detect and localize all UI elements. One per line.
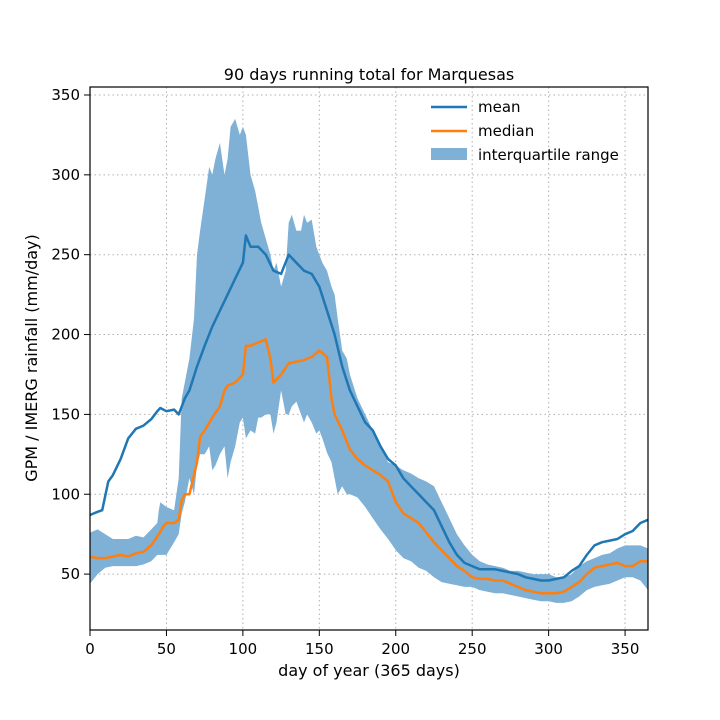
y-tick-label: 50 xyxy=(61,565,80,583)
x-tick-label: 50 xyxy=(157,640,176,658)
x-tick-label: 250 xyxy=(458,640,487,658)
x-tick-label: 300 xyxy=(534,640,563,658)
y-tick-label: 250 xyxy=(51,246,80,264)
y-axis-ticks: 50 100 150 200 250 300 350 xyxy=(51,86,90,583)
x-tick-label: 200 xyxy=(381,640,410,658)
x-axis-label: day of year (365 days) xyxy=(278,661,460,680)
y-tick-label: 350 xyxy=(51,86,80,104)
legend-iqr-label: interquartile range xyxy=(478,146,619,164)
mean-line xyxy=(89,234,649,582)
iqr-band-group xyxy=(90,118,648,603)
legend: mean median interquartile range xyxy=(431,98,619,164)
legend-median-label: median xyxy=(478,122,534,140)
median-line xyxy=(89,338,648,595)
chart-title: 90 days running total for Marquesas xyxy=(224,65,514,84)
x-tick-label: 100 xyxy=(229,640,258,658)
legend-mean-label: mean xyxy=(478,98,521,116)
x-axis-ticks: 0 50 100 150 200 250 300 350 xyxy=(85,630,639,658)
x-tick-label: 350 xyxy=(611,640,640,658)
series-lines-group xyxy=(89,234,649,595)
legend-iqr-swatch xyxy=(431,148,467,160)
y-tick-label: 200 xyxy=(51,326,80,344)
y-axis-label: GPM / IMERG rainfall (mm/day) xyxy=(22,234,41,482)
plot-frame xyxy=(89,86,649,631)
y-tick-label: 150 xyxy=(51,405,80,423)
y-tick-label: 100 xyxy=(51,485,80,503)
y-tick-label: 300 xyxy=(51,166,80,184)
iqr-band xyxy=(90,118,648,603)
x-tick-label: 0 xyxy=(85,640,95,658)
x-tick-label: 150 xyxy=(305,640,334,658)
